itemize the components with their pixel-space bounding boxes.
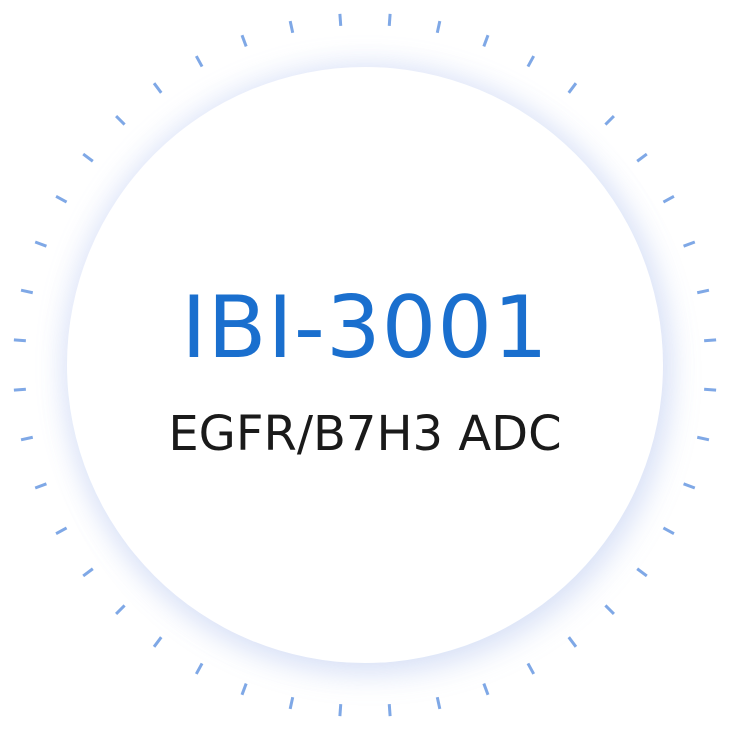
tick-mark: [482, 683, 490, 696]
tick-mark: [288, 696, 295, 710]
tick-mark: [567, 636, 578, 648]
tick-mark: [13, 338, 26, 343]
tick-mark: [387, 704, 392, 717]
tick-mark: [636, 567, 648, 578]
tick-mark: [662, 526, 675, 536]
tick-mark: [662, 194, 675, 204]
tick-mark: [482, 34, 490, 47]
tick-mark: [704, 338, 717, 343]
tick-mark: [338, 704, 343, 717]
tick-mark: [696, 288, 710, 295]
tick-mark: [20, 435, 34, 442]
tick-mark: [636, 152, 648, 163]
tick-mark: [288, 20, 295, 34]
tick-mark: [435, 696, 442, 710]
tick-mark: [526, 55, 536, 68]
tick-mark: [34, 482, 47, 490]
tick-mark: [240, 34, 248, 47]
tick-mark: [152, 82, 163, 94]
tick-mark: [34, 240, 47, 248]
product-description: EGFR/B7H3 ADC: [168, 406, 562, 462]
tick-mark: [604, 604, 615, 615]
tick-mark: [194, 662, 204, 675]
tick-mark: [387, 13, 392, 26]
tick-mark: [704, 387, 717, 392]
tick-mark: [115, 604, 126, 615]
tick-mark: [20, 288, 34, 295]
tick-mark: [13, 387, 26, 392]
product-code: IBI-3001: [181, 278, 549, 378]
badge-circle: [67, 67, 663, 663]
tick-mark: [683, 240, 696, 248]
tick-mark: [604, 115, 615, 126]
tick-mark: [567, 82, 578, 94]
tick-mark: [115, 115, 126, 126]
tick-mark: [338, 13, 343, 26]
tick-mark: [696, 435, 710, 442]
tick-mark: [82, 152, 94, 163]
tick-mark: [82, 567, 94, 578]
tick-mark: [194, 55, 204, 68]
tick-mark: [526, 662, 536, 675]
tick-mark: [55, 526, 68, 536]
tick-mark: [240, 683, 248, 696]
tick-mark: [55, 194, 68, 204]
tick-mark: [435, 20, 442, 34]
tick-mark: [152, 636, 163, 648]
tick-mark: [683, 482, 696, 490]
